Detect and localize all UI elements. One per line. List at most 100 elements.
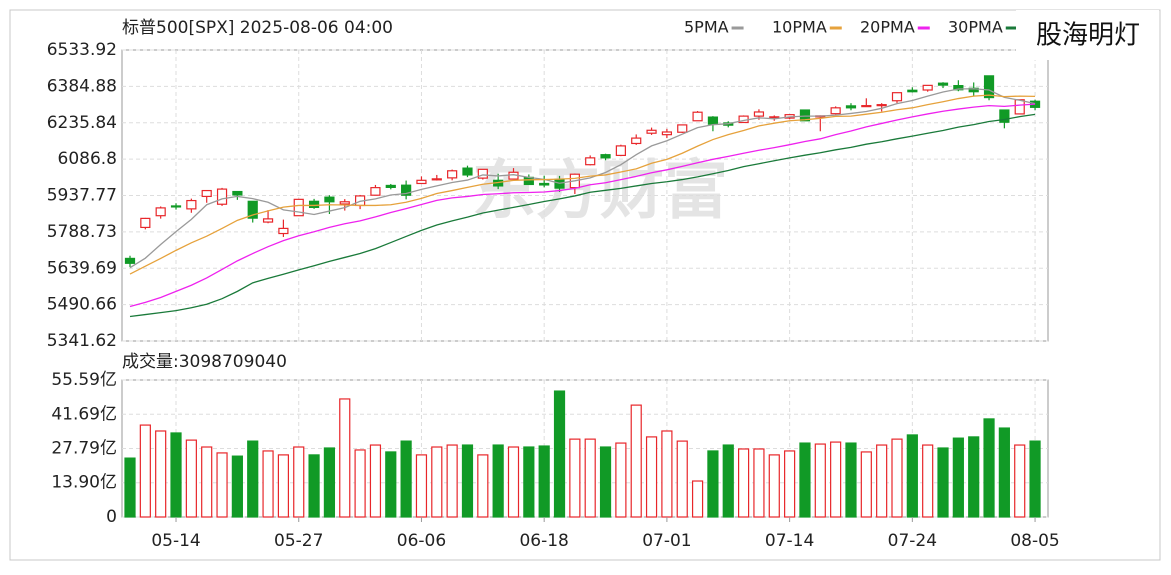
volume-bar (354, 449, 366, 518)
candle-body (999, 109, 1010, 123)
y-tick-label: 5341.62 (47, 331, 117, 351)
candle-body (661, 131, 673, 136)
candle-body (308, 200, 320, 209)
candle-body (232, 190, 243, 196)
candle-body (247, 200, 258, 219)
legend-label: 5PMA (684, 18, 729, 37)
candle-body (953, 85, 964, 91)
volume-bar (247, 440, 259, 518)
volume-bar (799, 442, 811, 518)
volume-bar (814, 443, 826, 518)
candle-body (278, 227, 289, 235)
volume-bar (492, 444, 504, 518)
y-tick-label: 5639.69 (47, 258, 117, 278)
volume-bar (277, 454, 289, 518)
volume-bar (339, 398, 351, 518)
y-tick-label: 5937.77 (47, 186, 117, 206)
ma-line (129, 94, 1036, 275)
candle-body (262, 218, 274, 223)
volume-bar (1014, 444, 1026, 518)
volume-bar (891, 438, 903, 518)
volume-bar (661, 430, 673, 518)
y-tick-label: 5490.66 (47, 295, 117, 315)
candle-body (401, 184, 412, 196)
y-tick-label: 55.59亿 (51, 370, 117, 390)
candle-body (600, 154, 611, 159)
volume-bar (830, 441, 842, 518)
volume-bar (584, 438, 596, 518)
candle-body (907, 89, 918, 93)
volume-bar (876, 444, 888, 518)
candle-body (615, 145, 626, 157)
y-tick-label: 5788.73 (47, 222, 117, 242)
volume-bar (216, 452, 228, 518)
volume-bar (262, 450, 274, 518)
volume-bar (415, 454, 428, 518)
volume-bar (922, 444, 934, 518)
y-tick-label: 6533.92 (47, 40, 117, 60)
plots: 5341.62 5490.66 5639.69 5788.73 5937.77 6086.… (47, 18, 1060, 552)
volume-bar (753, 448, 765, 518)
ma-line (129, 113, 1036, 318)
ma-line (129, 103, 1036, 308)
volume-bar (201, 446, 213, 518)
volume-bar (691, 480, 704, 518)
volume-bar (139, 424, 151, 518)
volume-bar (431, 446, 443, 518)
y-tick-label: 13.90亿 (51, 473, 117, 493)
volume-bar (983, 418, 995, 518)
candle-body (523, 176, 534, 186)
volume-bar (185, 439, 197, 518)
candle-body (876, 104, 887, 107)
candle-body (983, 75, 995, 99)
volume-bar (507, 446, 520, 518)
candle-body (799, 109, 811, 122)
x-tick-label: 08-05 (1010, 531, 1059, 551)
y-tick-label: 6235.84 (47, 113, 117, 133)
volume-bar (170, 432, 182, 518)
candle-body (186, 199, 197, 210)
candle-body (216, 188, 228, 205)
ma-line (129, 88, 1036, 269)
volume-bar (645, 436, 658, 518)
volume-bar (155, 430, 167, 518)
candle-body (891, 92, 903, 102)
x-tick-label: 07-24 (888, 531, 937, 551)
y-tick-label: 6384.88 (47, 76, 117, 96)
x-tick-label: 07-01 (642, 531, 691, 551)
volume-bar (461, 444, 474, 518)
candle-body (861, 105, 872, 108)
volume-bar (998, 427, 1010, 518)
corner-label: 股海明灯 (1036, 21, 1140, 51)
candle-body (769, 116, 780, 119)
legend-label: 10PMA (772, 18, 827, 37)
volume-bar (231, 455, 243, 518)
corner-bg (1016, 10, 1159, 60)
volume-bar (569, 438, 581, 518)
volume-bar (952, 437, 964, 518)
candle-body (539, 182, 550, 186)
volume-bar (369, 444, 382, 518)
chart-title: 标普500[SPX] 2025-08-06 04:00 (122, 18, 393, 38)
volume-bar (538, 445, 550, 518)
x-tick-label: 06-06 (397, 531, 446, 551)
candle-body (585, 157, 596, 166)
candle-body (753, 111, 765, 117)
candle-body (631, 137, 642, 145)
volume-bar (768, 454, 780, 518)
volume-bar (630, 404, 642, 518)
candle-body (293, 198, 304, 217)
volume-bar (323, 447, 336, 518)
volume-bar (446, 444, 458, 518)
candle-body (692, 111, 703, 122)
candle-body (155, 207, 166, 217)
legend-label: 20PMA (860, 18, 915, 37)
candle-body (462, 167, 473, 176)
y-tick-label: 41.69亿 (51, 404, 117, 424)
candle-body (170, 205, 182, 208)
candle-body (677, 124, 688, 133)
candle-body (447, 170, 458, 179)
volume-bar (707, 450, 719, 518)
volume-title: 成交量:3098709040 (122, 352, 287, 372)
